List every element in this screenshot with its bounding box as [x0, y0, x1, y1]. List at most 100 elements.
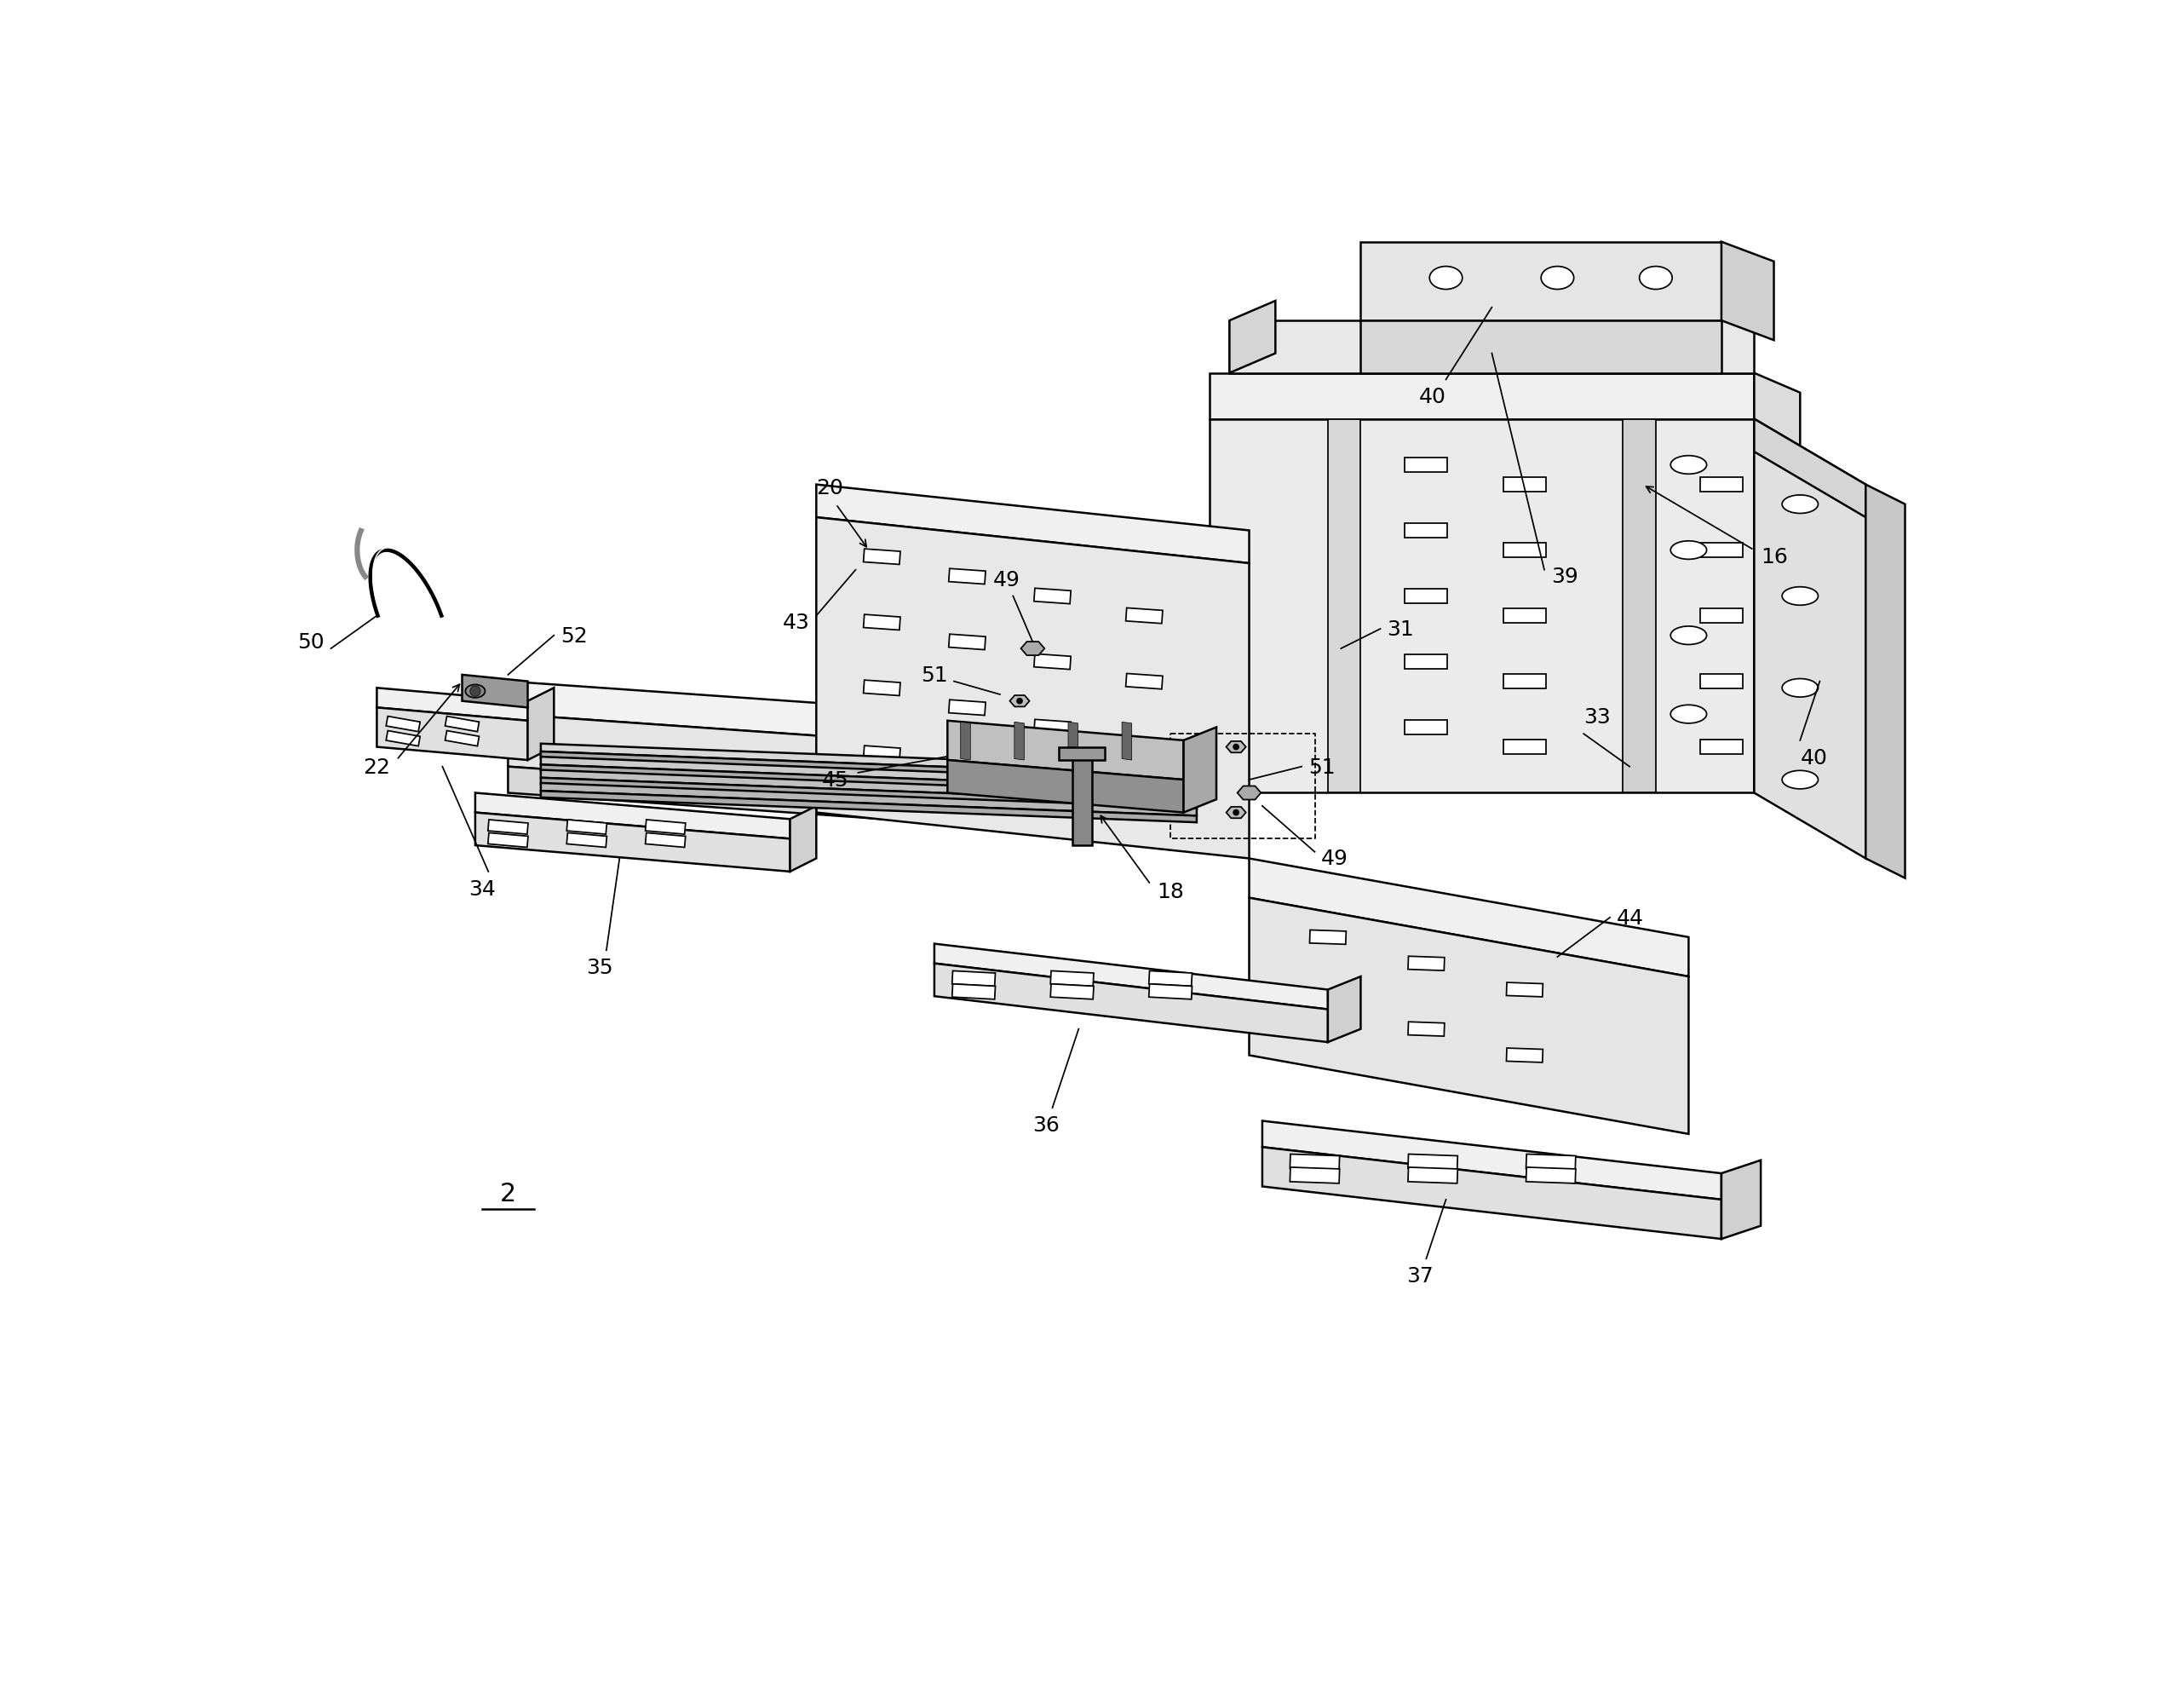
Polygon shape [1230, 321, 1754, 373]
Polygon shape [1503, 609, 1546, 624]
Polygon shape [948, 634, 985, 649]
Polygon shape [1149, 972, 1192, 987]
Polygon shape [1361, 321, 1721, 373]
Polygon shape [1184, 727, 1216, 813]
Circle shape [1016, 698, 1022, 705]
Ellipse shape [1431, 267, 1463, 290]
Polygon shape [1009, 695, 1029, 707]
Polygon shape [1051, 972, 1094, 987]
Ellipse shape [1671, 542, 1706, 560]
Text: 52: 52 [561, 626, 587, 646]
Polygon shape [566, 833, 607, 849]
Circle shape [470, 687, 480, 697]
Polygon shape [1249, 897, 1688, 1134]
Polygon shape [1409, 1022, 1444, 1036]
Polygon shape [1503, 675, 1546, 688]
Polygon shape [791, 806, 817, 872]
Polygon shape [863, 616, 900, 631]
Polygon shape [644, 833, 686, 849]
Polygon shape [487, 820, 529, 835]
Polygon shape [387, 730, 419, 747]
Ellipse shape [1782, 771, 1817, 790]
Polygon shape [1291, 1167, 1339, 1184]
Polygon shape [1623, 420, 1655, 793]
Ellipse shape [465, 685, 485, 698]
Text: 39: 39 [1551, 567, 1577, 587]
Polygon shape [1125, 739, 1162, 756]
Text: 18: 18 [1158, 881, 1184, 903]
Polygon shape [542, 783, 1197, 817]
Polygon shape [446, 730, 478, 747]
Text: 35: 35 [585, 957, 614, 978]
Polygon shape [1754, 420, 1865, 518]
Polygon shape [1507, 984, 1542, 997]
Polygon shape [1721, 243, 1773, 341]
Polygon shape [1404, 720, 1448, 736]
Text: 43: 43 [782, 612, 810, 633]
Polygon shape [1721, 1161, 1760, 1240]
Polygon shape [542, 752, 1197, 783]
Polygon shape [1409, 1154, 1457, 1171]
Polygon shape [1068, 722, 1079, 761]
Text: 31: 31 [1387, 619, 1413, 639]
Polygon shape [463, 675, 529, 709]
Ellipse shape [1782, 496, 1817, 515]
Polygon shape [1404, 655, 1448, 670]
Polygon shape [566, 820, 607, 835]
Polygon shape [644, 820, 686, 835]
Polygon shape [935, 963, 1328, 1043]
Text: 33: 33 [1583, 707, 1612, 727]
Polygon shape [1754, 420, 1865, 859]
Polygon shape [542, 764, 1197, 796]
Polygon shape [1503, 741, 1546, 754]
Polygon shape [1072, 754, 1092, 845]
Polygon shape [863, 680, 900, 697]
Text: 49: 49 [1321, 849, 1348, 869]
Polygon shape [378, 688, 529, 720]
Polygon shape [961, 722, 970, 761]
Polygon shape [1361, 243, 1721, 321]
Polygon shape [446, 717, 478, 732]
Polygon shape [1404, 523, 1448, 538]
Polygon shape [1699, 477, 1743, 493]
Text: 50: 50 [297, 633, 325, 653]
Polygon shape [1527, 1154, 1575, 1171]
Text: 51: 51 [919, 665, 948, 685]
Text: 37: 37 [1406, 1265, 1433, 1285]
Ellipse shape [1671, 455, 1706, 474]
Circle shape [1232, 810, 1238, 817]
Text: 36: 36 [1033, 1115, 1059, 1135]
Text: 49: 49 [994, 570, 1020, 590]
Polygon shape [509, 715, 1164, 813]
Polygon shape [1310, 995, 1345, 1011]
Text: 2: 2 [500, 1181, 515, 1206]
Polygon shape [1013, 722, 1024, 761]
Polygon shape [1020, 643, 1044, 656]
Polygon shape [863, 746, 900, 763]
Polygon shape [1059, 747, 1105, 761]
Polygon shape [1503, 543, 1546, 558]
Polygon shape [1033, 720, 1070, 736]
Polygon shape [952, 972, 996, 987]
Polygon shape [1310, 930, 1345, 945]
Polygon shape [1262, 1122, 1721, 1199]
Polygon shape [542, 791, 1197, 823]
Polygon shape [952, 984, 996, 1000]
Polygon shape [948, 720, 1184, 779]
Polygon shape [1210, 373, 1754, 420]
Polygon shape [1125, 609, 1162, 624]
Polygon shape [509, 768, 1164, 838]
Polygon shape [1225, 742, 1245, 752]
Polygon shape [1404, 459, 1448, 472]
Polygon shape [1754, 373, 1800, 813]
Polygon shape [487, 833, 529, 849]
Polygon shape [1249, 859, 1688, 977]
Polygon shape [948, 700, 985, 715]
Polygon shape [1149, 984, 1192, 1000]
Polygon shape [1123, 722, 1131, 761]
Polygon shape [1328, 977, 1361, 1043]
Text: 22: 22 [363, 757, 391, 778]
Polygon shape [1230, 302, 1275, 373]
Polygon shape [509, 682, 1164, 761]
Polygon shape [1409, 1167, 1457, 1184]
